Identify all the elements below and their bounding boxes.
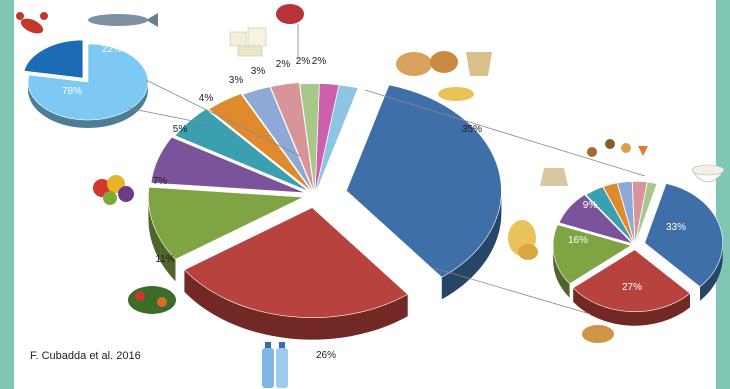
seafood-connector-line	[145, 79, 301, 157]
seafood-slice-78pct	[27, 43, 149, 121]
source-citation: F. Cubadda et al. 2016	[30, 350, 141, 362]
main-slice-7pct	[150, 136, 306, 194]
cereals-slice-small-8	[635, 181, 658, 244]
seafood-label-22pct: 22%	[102, 44, 122, 55]
seafood-slice-22pct	[23, 39, 84, 79]
cereals-slice-small-4	[585, 186, 635, 244]
cereals-slice-9pct	[558, 194, 634, 245]
main-slice-side	[148, 197, 176, 282]
main-label-3pct: 3%	[229, 75, 244, 86]
water-bottles-icon	[262, 342, 288, 388]
main-label-26pct: 26%	[316, 350, 336, 361]
main-label-11pct: 11%	[155, 254, 174, 265]
left-frame-bar	[0, 0, 14, 389]
cereals-slice-side	[553, 245, 570, 298]
main-slice-side	[184, 269, 408, 340]
pasta-icon	[508, 220, 538, 260]
main-slice-35pct	[346, 84, 502, 278]
main-slice-3pct	[242, 86, 314, 193]
main-label-3pct: 3%	[251, 66, 266, 77]
cereals-slice-27pct	[572, 249, 691, 312]
flour-icon	[540, 168, 568, 186]
cereals-label-16pct: 16%	[568, 235, 588, 246]
main-label-7pct: 7%	[153, 176, 168, 187]
seafood-connector-line	[127, 107, 209, 125]
right-frame-bar	[716, 0, 730, 389]
snack-icon	[587, 139, 648, 157]
lobster-icon	[16, 12, 48, 34]
main-slice-26pct	[183, 207, 409, 318]
seafood-pie	[23, 39, 149, 128]
rice-bowl-icon	[691, 164, 725, 183]
cereals-slice-16pct	[552, 224, 632, 285]
main-slice-4pct	[208, 93, 312, 192]
main-label-2pct: 2%	[296, 56, 311, 67]
main-label-5pct: 5%	[173, 124, 188, 135]
cereals-connector-line	[433, 267, 591, 315]
cereals-label-33pct: 33%	[666, 222, 686, 233]
dairy-icon	[229, 27, 267, 57]
cereals-slice-33pct	[644, 183, 723, 288]
cereals-connector-line	[364, 89, 646, 177]
main-slice-side	[441, 190, 502, 300]
main-label-2pct: 2%	[276, 59, 291, 70]
main-pie	[148, 82, 502, 340]
main-label-35pct: 35%	[462, 124, 482, 135]
cereals-slice-small-7	[632, 181, 648, 244]
fish-icon	[88, 13, 158, 27]
main-label-4pct: 4%	[199, 93, 214, 104]
cereals-slice-small-5	[602, 182, 635, 244]
cereals-label-9pct: 9%	[583, 200, 598, 211]
cereals-slice-side	[573, 287, 690, 326]
seafood-slice-side	[28, 82, 148, 128]
seafood-label-78pct: 78%	[62, 86, 82, 97]
main-slice-3pct	[270, 82, 315, 193]
cereals-label-27pct: 27%	[622, 282, 642, 293]
cereals-pie	[552, 181, 723, 326]
cereals-slice-small-6	[617, 181, 636, 244]
cereals-slice-side	[700, 243, 723, 301]
vegetables-icon	[128, 286, 176, 314]
fruit-icon	[93, 175, 134, 205]
meat-icon	[276, 4, 304, 60]
main-slice-2pct	[315, 84, 359, 194]
main-slice-11pct	[148, 186, 305, 260]
bread-icon	[582, 325, 614, 343]
main-label-2pct: 2%	[312, 56, 327, 67]
bread-and-pasta-icon	[396, 51, 492, 101]
